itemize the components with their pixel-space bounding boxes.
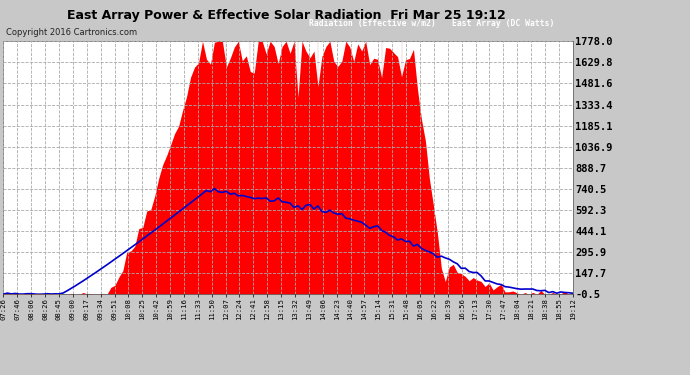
Text: Radiation (Effective w/m2): Radiation (Effective w/m2) [309,19,436,28]
Text: East Array (DC Watts): East Array (DC Watts) [452,19,554,28]
Text: Copyright 2016 Cartronics.com: Copyright 2016 Cartronics.com [6,28,137,37]
Text: East Array Power & Effective Solar Radiation  Fri Mar 25 19:12: East Array Power & Effective Solar Radia… [67,9,506,22]
